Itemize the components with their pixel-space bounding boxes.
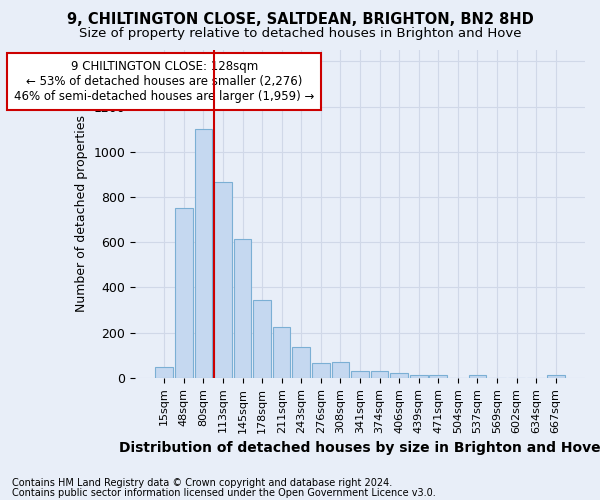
Y-axis label: Number of detached properties: Number of detached properties [75, 116, 88, 312]
Text: Size of property relative to detached houses in Brighton and Hove: Size of property relative to detached ho… [79, 28, 521, 40]
Bar [194, 129, 212, 378]
Bar [351, 371, 369, 378]
Bar [410, 375, 428, 378]
Bar [214, 182, 232, 378]
Bar [430, 374, 447, 378]
Bar [292, 348, 310, 378]
Text: Contains public sector information licensed under the Open Government Licence v3: Contains public sector information licen… [12, 488, 436, 498]
Text: 9, CHILTINGTON CLOSE, SALTDEAN, BRIGHTON, BN2 8HD: 9, CHILTINGTON CLOSE, SALTDEAN, BRIGHTON… [67, 12, 533, 28]
Bar [469, 375, 486, 378]
Bar [273, 327, 290, 378]
Bar [253, 300, 271, 378]
Bar [234, 239, 251, 378]
Text: Contains HM Land Registry data © Crown copyright and database right 2024.: Contains HM Land Registry data © Crown c… [12, 478, 392, 488]
Bar [312, 363, 329, 378]
Bar [391, 374, 408, 378]
Bar [332, 362, 349, 378]
Bar [155, 366, 173, 378]
Bar [547, 375, 565, 378]
Text: 9 CHILTINGTON CLOSE: 128sqm
← 53% of detached houses are smaller (2,276)
46% of : 9 CHILTINGTON CLOSE: 128sqm ← 53% of det… [14, 60, 314, 103]
Bar [175, 208, 193, 378]
Bar [371, 371, 388, 378]
X-axis label: Distribution of detached houses by size in Brighton and Hove: Distribution of detached houses by size … [119, 441, 600, 455]
